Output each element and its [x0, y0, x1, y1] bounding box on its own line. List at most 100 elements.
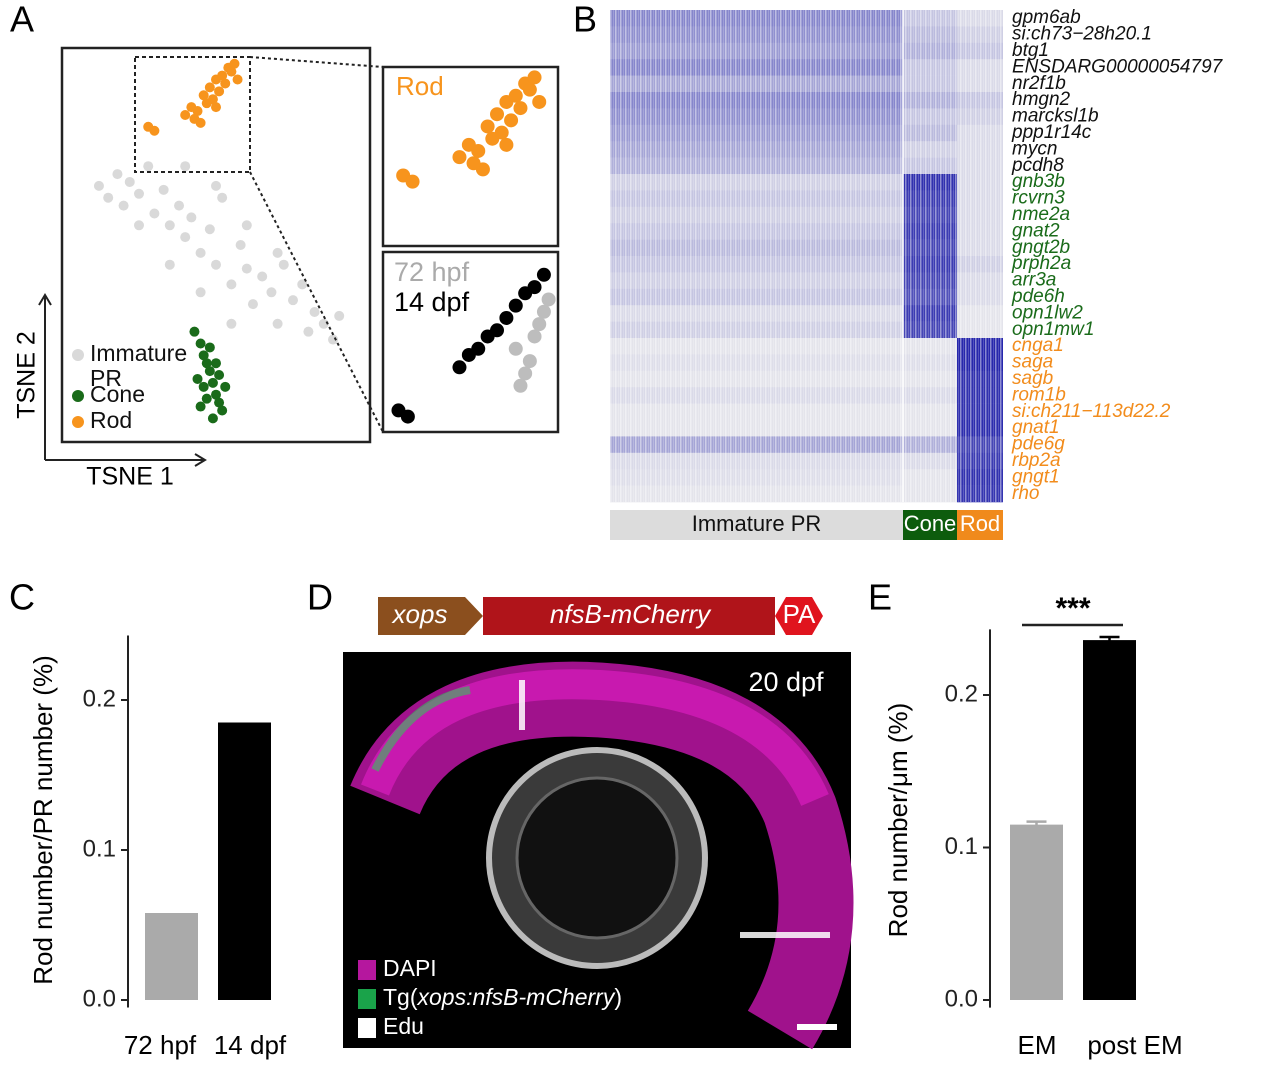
- gene-label: pde6g: [1011, 434, 1065, 455]
- image-label: 20 dpf: [748, 667, 824, 697]
- point: [217, 70, 228, 81]
- y-axis-label: Rod number/PR number (%): [28, 655, 58, 984]
- gene-label: si:ch73−28h20.1: [1012, 24, 1152, 45]
- x-tick-label: EM: [1018, 1030, 1057, 1060]
- axis-arrow: [45, 453, 207, 467]
- point: [189, 113, 200, 124]
- y-axis-label: TSNE 2: [13, 331, 41, 419]
- point: [112, 169, 123, 180]
- gene-label: btg1: [1012, 40, 1049, 61]
- point: [198, 90, 209, 101]
- legend-text: Edu: [383, 1013, 424, 1039]
- point: [232, 74, 243, 85]
- point: [204, 224, 215, 235]
- point: [103, 192, 114, 203]
- scale-bar: [797, 1024, 837, 1030]
- point: [494, 125, 509, 140]
- point: [278, 259, 289, 270]
- gene-label: gnat2: [1012, 220, 1060, 241]
- point: [217, 405, 228, 416]
- legend-label: DAPI: [383, 955, 437, 981]
- point: [211, 389, 221, 400]
- gene-label: gngt1: [1012, 466, 1060, 487]
- point: [226, 66, 237, 77]
- legend-text: xops:nfsB-mCherry: [417, 984, 616, 1010]
- gene-label: gpm6ab: [1012, 7, 1081, 28]
- legend-text: Tg(: [383, 984, 418, 1010]
- gene-label: ppp1r14c: [1011, 122, 1092, 143]
- point: [518, 366, 533, 381]
- panel-letter: A: [10, 0, 34, 40]
- point: [134, 188, 144, 199]
- point: [508, 298, 523, 313]
- error-bar: [1026, 820, 1047, 829]
- point: [118, 200, 129, 211]
- point: [93, 180, 104, 191]
- edu-signal: [519, 680, 830, 938]
- gene-label: nr2f1b: [1012, 73, 1066, 94]
- panel-letter: E: [868, 577, 892, 618]
- point: [229, 58, 240, 69]
- point: [195, 338, 206, 349]
- point: [143, 161, 154, 172]
- legend-label: Rod: [90, 407, 132, 433]
- x-axis-label: TSNE 1: [86, 463, 174, 491]
- point: [504, 113, 519, 128]
- point: [272, 247, 283, 258]
- gene-label: arr3a: [1012, 270, 1056, 291]
- point: [226, 318, 237, 329]
- point: [452, 150, 467, 165]
- inset-label: Rod: [396, 71, 444, 101]
- point: [214, 397, 225, 408]
- point: [471, 341, 486, 356]
- bar: [218, 722, 271, 1000]
- point: [536, 267, 551, 282]
- gene-label: prph2a: [1011, 253, 1071, 274]
- gene-label: ENSDARG00000054797: [1012, 56, 1224, 77]
- legend-text: ): [614, 984, 622, 1010]
- construct-segment: [775, 597, 823, 635]
- y-tick-label: 0.0: [945, 985, 978, 1012]
- point: [217, 192, 228, 203]
- legend-swatch: [358, 1018, 376, 1038]
- point: [490, 323, 505, 338]
- x-tick-label: 14 dpf: [214, 1030, 287, 1060]
- legend-label: Edu: [383, 1013, 424, 1039]
- y-axis-label: Rod number/μm (%): [883, 703, 913, 938]
- point: [226, 279, 237, 290]
- point: [499, 137, 514, 152]
- point: [201, 358, 212, 369]
- gene-label: mycn: [1012, 138, 1057, 159]
- gene-label: gnb3b: [1012, 171, 1065, 192]
- point: [211, 102, 221, 113]
- point: [235, 240, 246, 250]
- gene-label: sagb: [1012, 368, 1053, 389]
- point: [164, 220, 175, 231]
- tissue: [361, 669, 829, 807]
- legend-label: Tg(xops:nfsB-mCherry): [383, 984, 622, 1010]
- inset-frame: [381, 65, 560, 248]
- point: [195, 287, 206, 298]
- legend-label: Immature PR: [90, 340, 187, 391]
- tissue: [350, 661, 854, 1050]
- y-tick-label: 0.2: [945, 680, 978, 707]
- point: [149, 125, 160, 136]
- gene-label: si:ch211−113d22.2: [1012, 401, 1171, 422]
- legend-label: Cone: [90, 381, 145, 407]
- point: [134, 220, 144, 231]
- point: [204, 366, 215, 377]
- legend-swatch: [72, 416, 84, 428]
- point: [174, 200, 185, 211]
- point: [186, 212, 197, 223]
- y-tick-label: 0.0: [83, 985, 116, 1012]
- point: [124, 176, 135, 187]
- point: [211, 259, 221, 270]
- point: [536, 304, 551, 319]
- gene-label: marcksl1b: [1012, 106, 1099, 127]
- point: [201, 393, 212, 404]
- zoom-link: [249, 171, 384, 433]
- panel-letter: C: [9, 577, 35, 618]
- legend-swatch: [358, 989, 376, 1009]
- point: [532, 317, 547, 332]
- legend-swatch: [72, 390, 84, 402]
